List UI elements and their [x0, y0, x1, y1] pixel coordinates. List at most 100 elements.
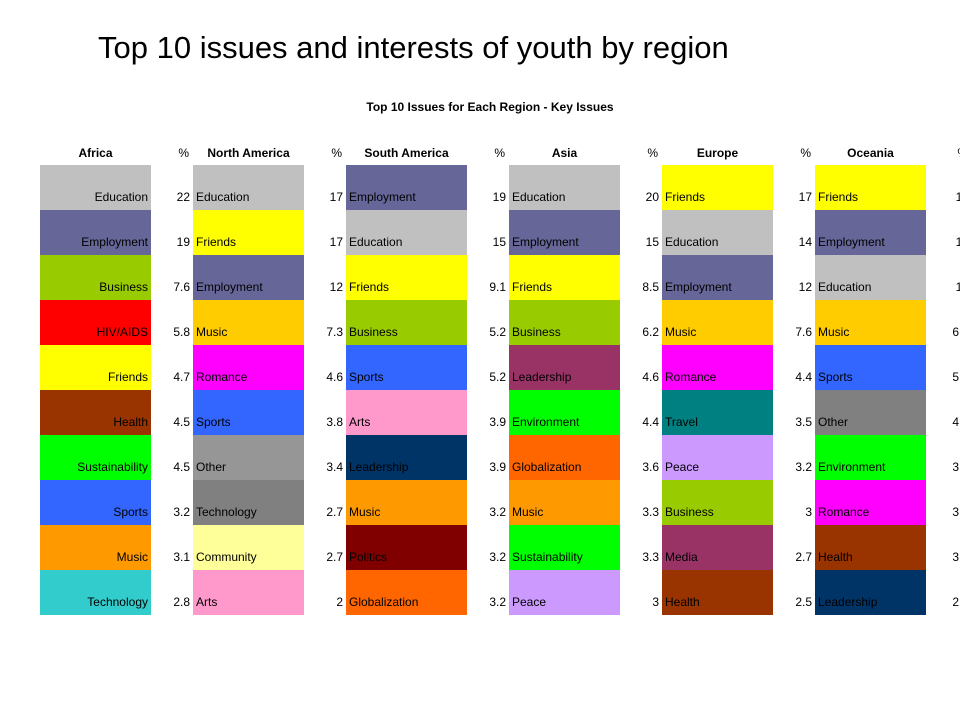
issue-cell-asia-peace: Peace: [509, 570, 620, 615]
region-header-africa: Africa: [78, 145, 113, 160]
value-cell-south-america-business: 5.2: [489, 325, 506, 339]
value-cell-europe-travel: 3.5: [795, 415, 812, 429]
issue-cell-north-america-arts: Arts: [193, 570, 304, 615]
issue-cell-north-america-technology: Technology: [193, 480, 304, 525]
value-cell-europe-media: 2.7: [795, 550, 812, 564]
value-cell-oceania-health: 3.1: [952, 550, 960, 564]
issue-cell-north-america-sports: Sports: [193, 390, 304, 435]
value-cell-europe-music: 7.6: [795, 325, 812, 339]
issue-cell-asia-environment: Environment: [509, 390, 620, 435]
value-cell-asia-globalization: 3.6: [642, 460, 659, 474]
value-cell-south-america-leadership: 3.9: [489, 460, 506, 474]
value-cell-oceania-leadership: 2.8: [952, 595, 960, 609]
value-cell-europe-friends: 17: [798, 190, 812, 204]
value-cell-africa-hiv-aids: 5.8: [173, 325, 190, 339]
value-cell-africa-friends: 4.7: [173, 370, 190, 384]
region-header-oceania: Oceania: [847, 145, 894, 160]
issue-cell-north-america-romance: Romance: [193, 345, 304, 390]
value-cell-north-america-employment: 12: [329, 280, 343, 294]
value-cell-europe-peace: 3.2: [795, 460, 812, 474]
issue-cell-south-america-education: Education: [346, 210, 467, 255]
value-cell-north-america-music: 7.3: [326, 325, 343, 339]
issue-cell-south-america-politics: Politics: [346, 525, 467, 570]
issue-cell-south-america-business: Business: [346, 300, 467, 345]
value-cell-south-america-sports: 5.2: [489, 370, 506, 384]
value-cell-oceania-friends: 18: [955, 190, 960, 204]
issue-cell-oceania-environment: Environment: [815, 435, 926, 480]
issue-cell-south-america-globalization: Globalization: [346, 570, 467, 615]
value-cell-africa-sustainability: 4.5: [173, 460, 190, 474]
issue-cell-europe-romance: Romance: [662, 345, 773, 390]
value-cell-oceania-education: 14: [955, 280, 960, 294]
issue-cell-oceania-employment: Employment: [815, 210, 926, 255]
percent-header: %: [331, 145, 342, 160]
value-cell-africa-health: 4.5: [173, 415, 190, 429]
value-cell-oceania-other: 4.3: [952, 415, 960, 429]
value-cell-north-america-sports: 3.8: [326, 415, 343, 429]
value-cell-north-america-technology: 2.7: [326, 505, 343, 519]
issue-cell-africa-health: Health: [40, 390, 151, 435]
percent-header: %: [178, 145, 189, 160]
region-header-north-america: North America: [207, 145, 290, 160]
value-cell-south-america-globalization: 3.2: [489, 595, 506, 609]
value-cell-asia-environment: 4.4: [642, 415, 659, 429]
value-cell-africa-music: 3.1: [173, 550, 190, 564]
issue-cell-europe-travel: Travel: [662, 390, 773, 435]
value-cell-south-america-education: 15: [492, 235, 506, 249]
issue-cell-north-america-employment: Employment: [193, 255, 304, 300]
value-cell-europe-education: 14: [798, 235, 812, 249]
region-header-asia: Asia: [551, 145, 578, 160]
percent-header: %: [494, 145, 505, 160]
value-cell-north-america-arts: 2: [336, 595, 343, 609]
issue-cell-europe-friends: Friends: [662, 165, 773, 210]
issue-cell-africa-sports: Sports: [40, 480, 151, 525]
issue-cell-asia-business: Business: [509, 300, 620, 345]
issue-cell-oceania-sports: Sports: [815, 345, 926, 390]
value-cell-north-america-community: 2.7: [326, 550, 343, 564]
issue-cell-south-america-arts: Arts: [346, 390, 467, 435]
issue-cell-asia-sustainability: Sustainability: [509, 525, 620, 570]
issue-cell-oceania-education: Education: [815, 255, 926, 300]
value-cell-africa-technology: 2.8: [173, 595, 190, 609]
value-cell-north-america-education: 17: [329, 190, 343, 204]
issue-cell-africa-technology: Technology: [40, 570, 151, 615]
issue-cell-europe-education: Education: [662, 210, 773, 255]
value-cell-africa-education: 22: [176, 190, 190, 204]
value-cell-oceania-romance: 3.5: [952, 505, 960, 519]
issue-cell-north-america-education: Education: [193, 165, 304, 210]
value-cell-europe-employment: 12: [798, 280, 812, 294]
percent-header: %: [926, 140, 960, 165]
issue-cell-asia-music: Music: [509, 480, 620, 525]
value-cell-asia-business: 6.2: [642, 325, 659, 339]
issue-cell-africa-hiv-aids: HIV/AIDS: [40, 300, 151, 345]
issue-cell-africa-sustainability: Sustainability: [40, 435, 151, 480]
issue-cell-africa-friends: Friends: [40, 345, 151, 390]
issue-cell-europe-media: Media: [662, 525, 773, 570]
value-cell-north-america-friends: 17: [329, 235, 343, 249]
value-cell-south-america-friends: 9.1: [489, 280, 506, 294]
value-cell-asia-leadership: 4.6: [642, 370, 659, 384]
percent-header: %: [800, 145, 811, 160]
value-cell-europe-health: 2.5: [795, 595, 812, 609]
value-cell-africa-sports: 3.2: [173, 505, 190, 519]
issue-cell-europe-health: Health: [662, 570, 773, 615]
issue-cell-asia-leadership: Leadership: [509, 345, 620, 390]
issue-cell-north-america-music: Music: [193, 300, 304, 345]
issue-cell-south-america-music: Music: [346, 480, 467, 525]
value-cell-asia-employment: 15: [645, 235, 659, 249]
issue-cell-africa-music: Music: [40, 525, 151, 570]
value-cell-oceania-employment: 17: [955, 235, 960, 249]
issue-cell-north-america-friends: Friends: [193, 210, 304, 255]
value-cell-south-america-arts: 3.9: [489, 415, 506, 429]
issue-cell-south-america-friends: Friends: [346, 255, 467, 300]
issue-cell-asia-globalization: Globalization: [509, 435, 620, 480]
issue-cell-north-america-other: Other: [193, 435, 304, 480]
issue-cell-europe-employment: Employment: [662, 255, 773, 300]
value-cell-asia-education: 20: [645, 190, 659, 204]
value-cell-oceania-environment: 3.9: [952, 460, 960, 474]
issue-cell-asia-education: Education: [509, 165, 620, 210]
issue-cell-south-america-leadership: Leadership: [346, 435, 467, 480]
issue-cell-oceania-music: Music: [815, 300, 926, 345]
percent-header: %: [647, 145, 658, 160]
value-cell-africa-business: 7.6: [173, 280, 190, 294]
